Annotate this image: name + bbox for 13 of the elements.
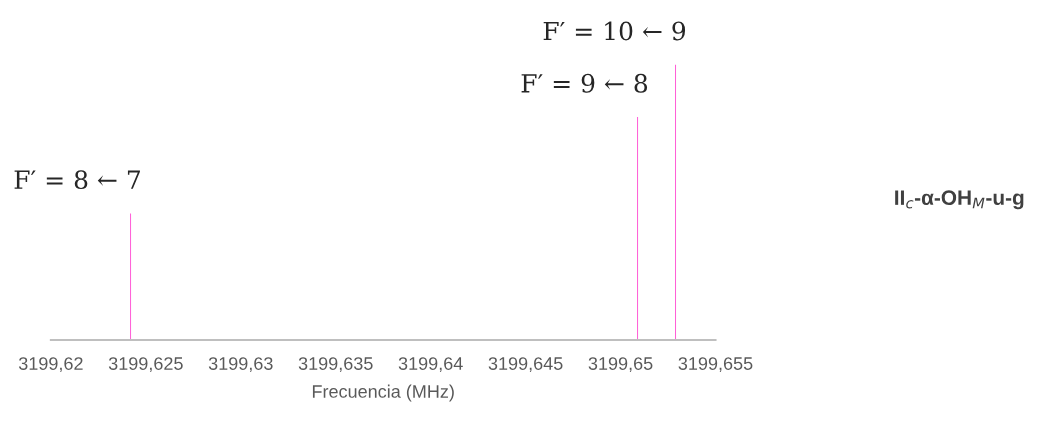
x-tick-label: 3199,655: [678, 357, 753, 373]
x-tick-label: 3199,65: [588, 357, 653, 373]
x-tick-label: 3199,645: [488, 357, 563, 373]
annotation: F′ = 10 ← 9: [543, 21, 686, 41]
annotation: F′ = 8 ← 7: [14, 170, 140, 190]
x-axis-title: Frecuencia (MHz): [312, 384, 454, 402]
x-tick-label: 3199,64: [398, 357, 463, 373]
x-tick-label: 3199,62: [18, 357, 83, 373]
text: II$_{c}$-α-OH$_{M}$-u-g: [895, 190, 1024, 210]
x-tick-label: 3199,635: [298, 357, 373, 373]
annotation: F′ = 9 ← 8: [521, 73, 648, 93]
x-tick-label: 3199,63: [208, 357, 273, 373]
x-tick-label: 3199,625: [108, 357, 183, 373]
